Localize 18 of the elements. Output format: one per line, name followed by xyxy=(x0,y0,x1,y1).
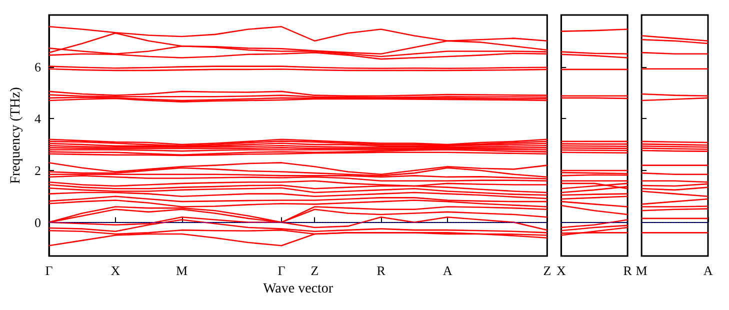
x-tick-label: Γ xyxy=(45,263,54,278)
y-tick-label: 0 xyxy=(34,214,41,230)
y-axis-title: Frequency (THz) xyxy=(8,86,24,184)
y-tick-label: 4 xyxy=(34,111,42,126)
x-tick-label: M xyxy=(636,263,648,278)
x-tick-label: A xyxy=(442,263,453,278)
x-tick-label: R xyxy=(376,263,386,278)
x-tick-label: R xyxy=(623,263,632,278)
x-tick-label: A xyxy=(703,263,714,278)
x-tick-label: X xyxy=(556,263,566,278)
x-tick-label: Z xyxy=(543,263,552,278)
x-tick-label: Γ xyxy=(278,263,286,278)
x-tick-label: Z xyxy=(310,263,319,278)
x-axis-title: Wave vector xyxy=(263,282,334,296)
y-tick-label: 6 xyxy=(34,59,42,74)
x-tick-label: M xyxy=(176,263,188,278)
y-tick-label: 2 xyxy=(34,162,41,178)
x-tick-label: X xyxy=(110,263,121,278)
